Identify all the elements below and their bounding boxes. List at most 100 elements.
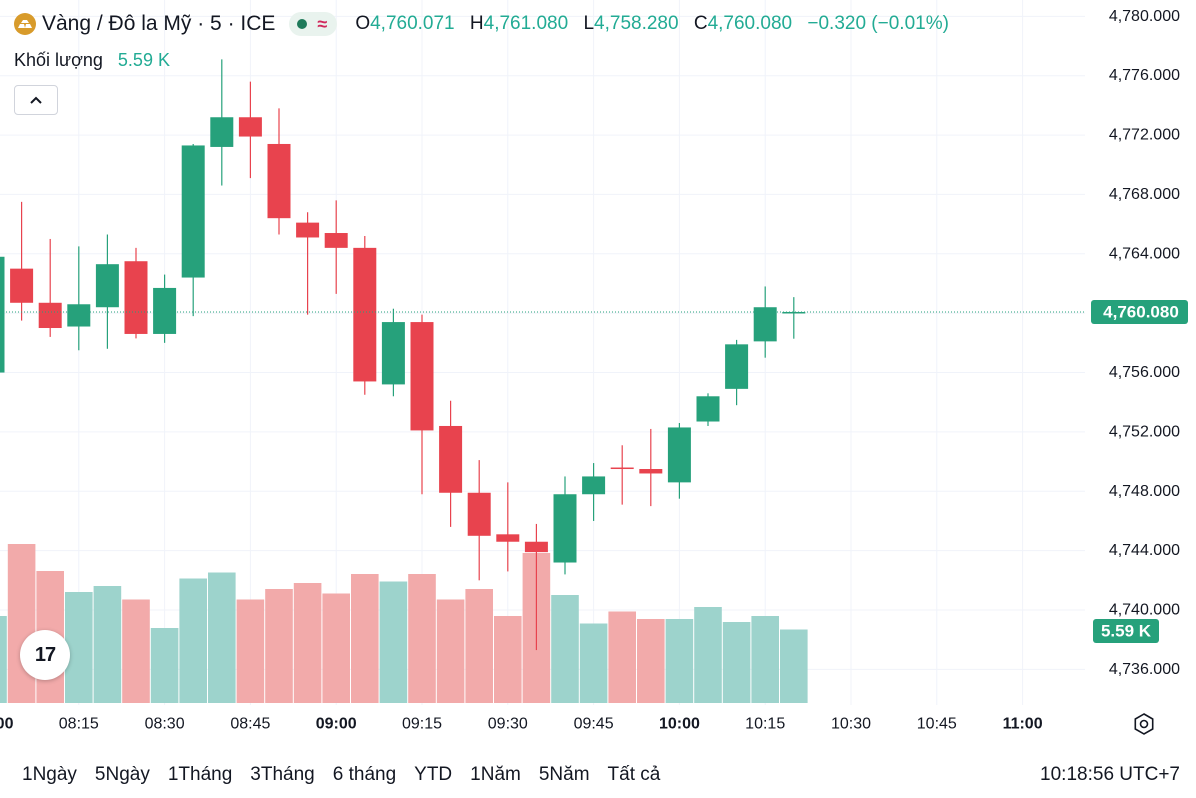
volume-bar: [351, 574, 379, 703]
candle-body: [496, 534, 520, 542]
price-tick-label: 4,752.000: [1109, 423, 1180, 440]
volume-bar: [208, 572, 236, 703]
volume-bar: [551, 595, 579, 703]
volume-bar: [465, 589, 493, 703]
high-value: 4,761.080: [483, 13, 569, 34]
low-value: 4,758.280: [594, 13, 679, 34]
gold-symbol-icon: [14, 13, 36, 35]
time-tick-label: 09:15: [402, 716, 442, 733]
price-tick-label: 4,768.000: [1109, 186, 1180, 203]
volume-bar: [7, 544, 36, 703]
symbol-title[interactable]: Vàng / Đô la Mỹ · 5 · ICE: [42, 12, 276, 35]
open-label: O: [355, 13, 371, 34]
candle-body: [353, 247, 377, 382]
range-3m[interactable]: 3Tháng: [250, 764, 315, 785]
low-label: L: [583, 13, 595, 34]
time-tick-label: 10:30: [831, 716, 871, 733]
candle-body: [95, 264, 119, 308]
ohlc-values: O4,760.071 H4,761.080 L4,758.280 C4,760.…: [355, 13, 949, 35]
range-buttons: 1Ngày 5Ngày 1Tháng 3Tháng 6 tháng YTD 1N…: [22, 764, 678, 786]
time-tick-label: 08:00: [0, 716, 14, 733]
candle-body: [124, 261, 148, 334]
price-tick-label: 4,748.000: [1109, 483, 1180, 500]
range-5d[interactable]: 5Ngày: [94, 764, 150, 785]
high-label: H: [469, 13, 484, 34]
price-axis[interactable]: 4,780.000 4,776.000 4,772.000 4,768.000 4,76…: [1109, 8, 1180, 678]
price-tick-label: 4,740.000: [1109, 602, 1180, 619]
change-value: −0.320 (−0.01%): [807, 13, 949, 34]
tradingview-logo[interactable]: 17: [20, 630, 70, 680]
volume-bar: [65, 592, 93, 703]
candle-body: [153, 287, 177, 334]
collapse-legend-button[interactable]: [14, 85, 58, 115]
time-axis[interactable]: 08:00 08:15 08:30 08:45 09:00 09:15 09:30 09:45…: [0, 716, 1043, 733]
candles: [0, 59, 806, 651]
candle-body: [753, 307, 777, 342]
range-6m[interactable]: 6 tháng: [332, 764, 397, 785]
candle-body: [610, 467, 634, 470]
candle-body: [639, 469, 663, 474]
candle-body: [10, 268, 34, 303]
time-tick-label: 08:45: [230, 716, 270, 733]
candle-body: [296, 222, 320, 238]
last-volume-tag: 5.59 K: [1093, 619, 1159, 643]
candle-body: [524, 541, 548, 553]
candle-body: [181, 145, 205, 278]
volume-bar: [494, 616, 522, 703]
range-5y[interactable]: 5Năm: [538, 764, 590, 785]
candle-body: [381, 322, 405, 385]
bottom-toolbar: 1Ngày 5Ngày 1Tháng 3Tháng 6 tháng YTD 1N…: [0, 748, 1196, 798]
price-tick-label: 4,776.000: [1109, 67, 1180, 84]
market-open-dot-icon: [297, 19, 308, 29]
volume-bar: [436, 599, 465, 703]
volume-bar: [150, 628, 179, 703]
time-tick-label: 08:30: [145, 716, 185, 733]
time-tick-label: 10:15: [745, 716, 785, 733]
volume-bar: [322, 593, 350, 703]
range-ytd[interactable]: YTD: [414, 764, 453, 785]
candle-body: [267, 143, 291, 219]
last-price-tag: 4,760.080: [1091, 299, 1188, 324]
volume-value: 5.59 K: [117, 50, 170, 70]
time-tick-label: 10:45: [917, 716, 957, 733]
price-tick-label: 4,764.000: [1109, 245, 1180, 262]
candle-body: [696, 396, 720, 422]
volume-bar: [293, 583, 322, 703]
candle-body: [667, 427, 691, 483]
candle-body: [210, 117, 234, 147]
candle-body: [467, 492, 491, 536]
price-tick-label: 4,744.000: [1109, 542, 1180, 559]
candle-body: [439, 425, 463, 493]
settings-gear-icon[interactable]: [1132, 712, 1156, 736]
volume-bar: [694, 607, 722, 703]
candle-body: [67, 304, 91, 327]
time-tick-label: 08:15: [59, 716, 99, 733]
time-tick-label: 09:00: [316, 716, 357, 733]
volume-bar: [780, 629, 808, 703]
range-1y[interactable]: 1Năm: [470, 764, 521, 785]
price-tick-label: 4,756.000: [1109, 364, 1180, 381]
range-all[interactable]: Tất cả: [607, 764, 661, 785]
candle-body: [238, 117, 262, 137]
volume-bar: [93, 586, 122, 703]
range-1m[interactable]: 1Tháng: [167, 764, 233, 785]
price-tick-label: 4,772.000: [1109, 127, 1180, 144]
candle-body: [324, 233, 348, 248]
volume-bar: [236, 599, 265, 703]
wave-icon: ≈: [317, 13, 328, 34]
volume-label: Khối lượng: [14, 50, 103, 70]
volume-bar: [665, 619, 694, 703]
time-tick-label: 10:00: [659, 716, 700, 733]
close-value: 4,760.080: [707, 13, 793, 34]
timezone-clock[interactable]: 10:18:56 UTC+7: [1040, 764, 1180, 785]
candle-body: [725, 344, 749, 389]
range-1d[interactable]: 1Ngày: [22, 764, 77, 785]
candle-body: [0, 256, 5, 373]
price-tick-label: 4,780.000: [1109, 8, 1180, 25]
volume-bars: [0, 544, 808, 703]
candle-body: [582, 476, 606, 495]
volume-bar: [579, 623, 608, 703]
last-volume-label: 5.59 K: [1101, 622, 1152, 641]
market-status-pill[interactable]: ≈: [289, 12, 338, 36]
